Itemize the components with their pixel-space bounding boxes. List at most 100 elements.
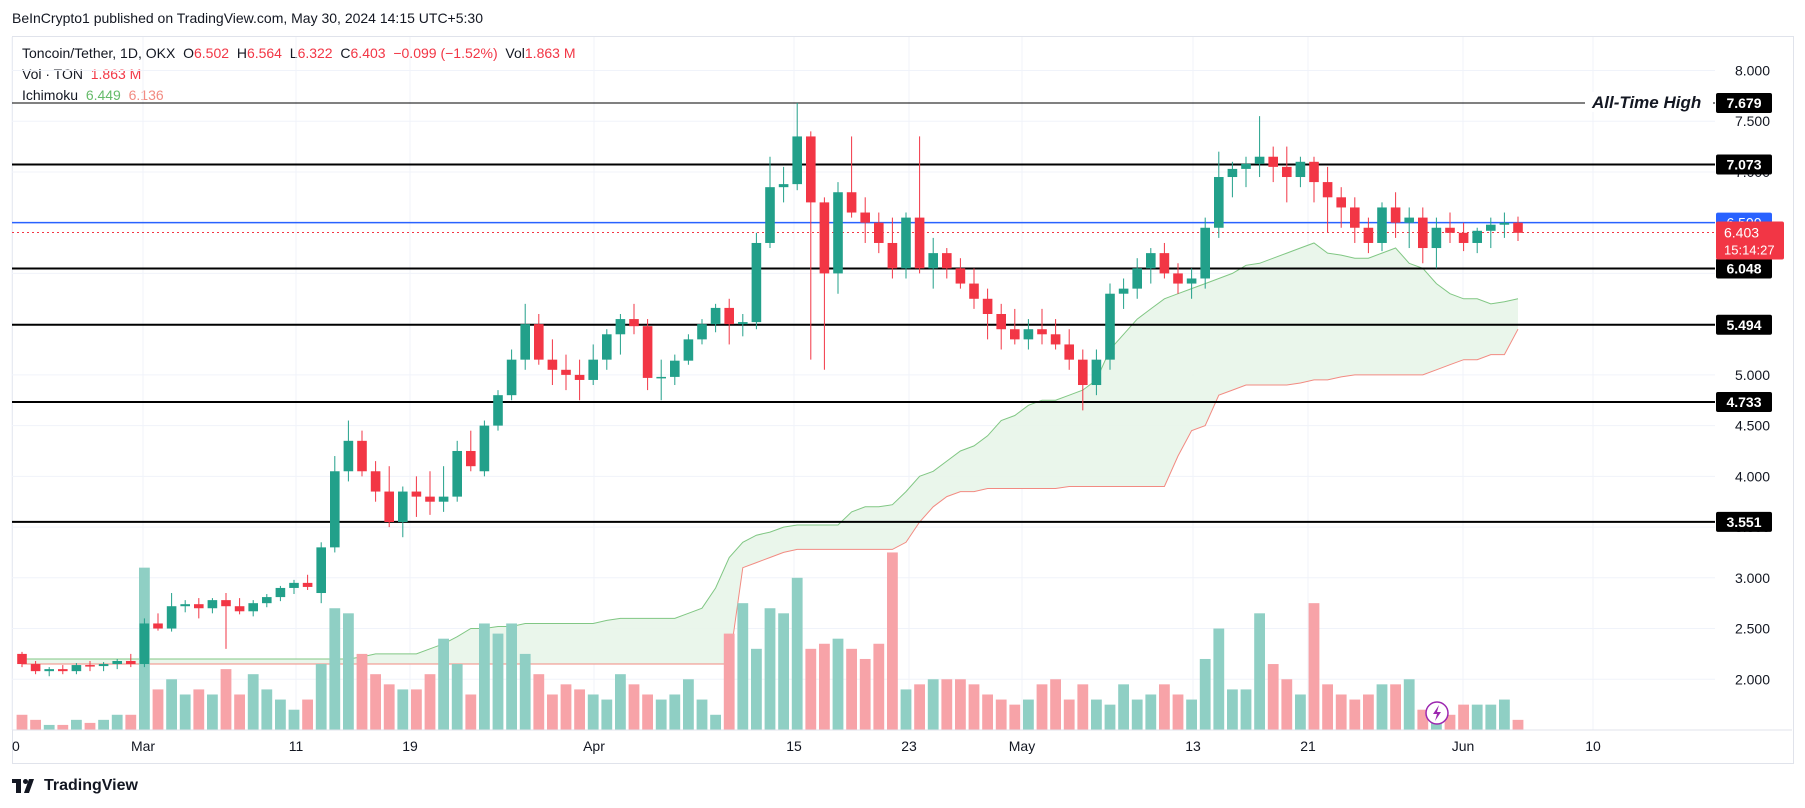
candle-body: [180, 604, 190, 607]
candle-body: [1499, 222, 1510, 225]
candle-body: [656, 376, 666, 379]
candle: [1363, 217, 1374, 254]
candle: [1227, 161, 1238, 198]
legend-low-label: L: [289, 45, 298, 61]
volume-bar: [1458, 704, 1469, 730]
volume-bar: [111, 714, 123, 730]
y-tick-label: 8.000: [1735, 62, 1770, 78]
x-tick-label: 19: [402, 738, 418, 754]
candle: [792, 102, 802, 191]
volume-bar: [1063, 699, 1075, 730]
volume-bar: [1077, 684, 1089, 730]
volume-bar: [587, 694, 599, 730]
volume-bar: [193, 689, 205, 730]
legend-open: 6.502: [193, 45, 230, 61]
candle-body: [602, 334, 612, 360]
candle: [452, 440, 462, 502]
level-badge: [1716, 391, 1772, 412]
candle: [547, 339, 558, 386]
candle: [833, 182, 843, 294]
candle: [234, 598, 245, 615]
candle-body: [289, 582, 299, 588]
ath-note-bg: [1585, 92, 1713, 113]
candle-body: [1350, 207, 1360, 228]
volume-bar: [791, 577, 803, 730]
level-badge-label: 3.551: [1726, 514, 1761, 530]
candle: [370, 461, 381, 502]
level-badge-label: 7.073: [1726, 157, 1761, 173]
candle-body: [370, 471, 381, 492]
candle-body: [1445, 227, 1455, 233]
candle-body: [1486, 224, 1496, 231]
lightning-icon-bolt: [1433, 705, 1441, 721]
x-tick-label: Jun: [1452, 738, 1475, 754]
candle: [85, 661, 95, 672]
volume-bar: [1131, 699, 1143, 730]
legend-vol-label: Vol: [505, 45, 525, 61]
candle: [1336, 187, 1346, 228]
volume-bar: [1512, 719, 1524, 730]
candle-body: [479, 425, 490, 472]
volume-bar: [16, 714, 28, 730]
volume-bar: [1227, 689, 1238, 730]
volume-bar: [1118, 684, 1129, 730]
volume-bar: [547, 694, 558, 730]
candle: [806, 131, 816, 360]
volume-bar: [1376, 684, 1388, 730]
volume-bar: [383, 684, 395, 730]
candle: [112, 658, 122, 670]
candle: [1390, 192, 1401, 238]
candle-body: [710, 307, 721, 325]
candle: [982, 288, 993, 340]
candle-body: [1458, 232, 1469, 243]
candle: [642, 319, 653, 391]
x-tick-label: 15: [786, 738, 802, 754]
candle-body: [85, 665, 95, 667]
candle: [1254, 116, 1265, 178]
legend-ichimoku[interactable]: Ichimoku 6.449 6.136: [22, 87, 164, 103]
volume-bar: [560, 684, 572, 730]
volume-bar: [1172, 694, 1184, 730]
candle: [588, 344, 598, 386]
volume-bar: [1009, 704, 1021, 730]
candle-body: [316, 547, 326, 594]
y-tick-label: 7.500: [1735, 113, 1770, 129]
legend-low: 6.322: [297, 45, 333, 61]
candle-body: [343, 440, 354, 472]
candle: [1186, 268, 1197, 299]
candle-body: [860, 212, 870, 223]
volume-bar: [356, 653, 368, 730]
candle: [207, 598, 218, 614]
candle: [1418, 207, 1428, 264]
candle: [411, 476, 422, 517]
volume-bar: [220, 669, 232, 730]
candle: [846, 136, 857, 218]
volume-bar: [1023, 699, 1034, 730]
candle-body: [1322, 182, 1333, 198]
candle-body: [234, 606, 245, 612]
candle: [1322, 166, 1333, 233]
candle-body: [194, 604, 204, 609]
candle-body: [17, 653, 27, 665]
candle: [1064, 329, 1074, 370]
candle: [330, 456, 340, 553]
candle: [1241, 156, 1251, 188]
candle: [221, 593, 231, 649]
lightning-icon: [1425, 701, 1449, 725]
candle-body: [1091, 359, 1102, 386]
tradingview-logo[interactable]: TradingView: [12, 777, 138, 795]
volume-bar: [492, 633, 504, 730]
candle-body: [1200, 227, 1210, 279]
candle-body: [384, 491, 394, 522]
legend-symbol[interactable]: Toncoin/Tether, 1D, OKX: [22, 45, 176, 61]
candle: [180, 600, 190, 613]
candle-body: [30, 664, 41, 672]
volume-bar: [1254, 613, 1265, 730]
candle: [914, 136, 925, 274]
legend-ichimoku-a: 6.449: [85, 87, 121, 103]
candle-body: [724, 307, 734, 325]
candle-body: [221, 600, 231, 607]
y-tick-label: 2.500: [1735, 621, 1770, 637]
level-badge: [1716, 511, 1772, 532]
